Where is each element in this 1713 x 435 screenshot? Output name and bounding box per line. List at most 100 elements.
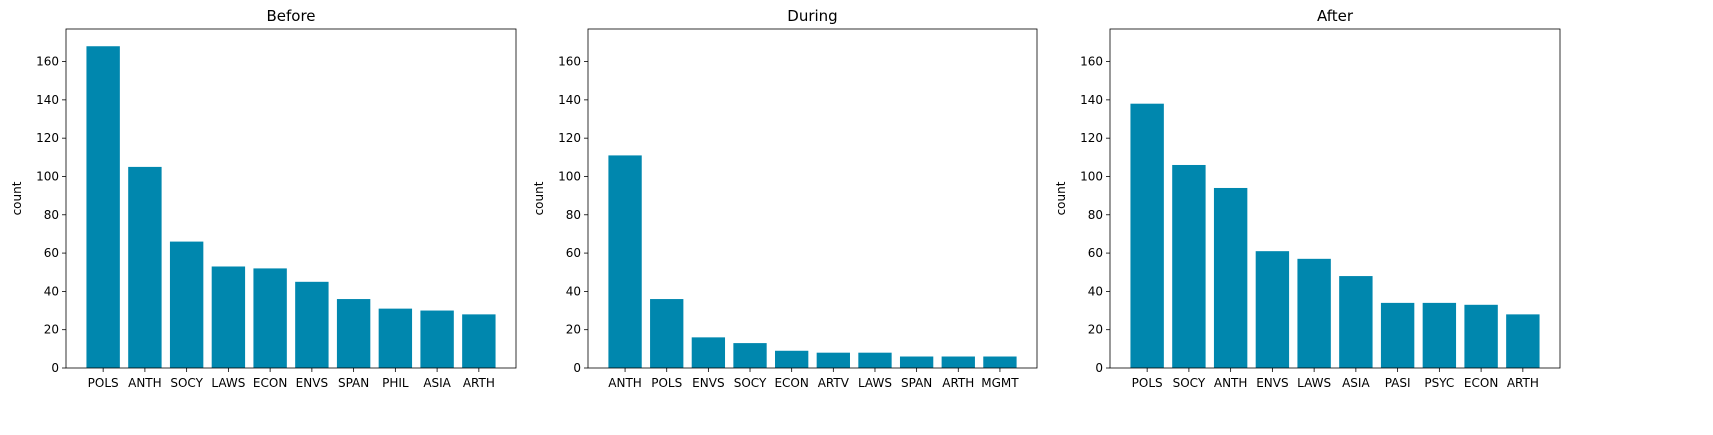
x-tick-label: ANTH <box>1214 376 1248 390</box>
bar-span <box>336 299 371 368</box>
bar-arth <box>1506 314 1540 368</box>
bar-phil <box>378 308 413 368</box>
chart-title: During <box>787 7 837 25</box>
bar-anth <box>608 155 642 368</box>
y-tick-label: 60 <box>44 246 59 260</box>
x-tick-label: PHIL <box>382 376 409 390</box>
bar-econ <box>1464 304 1498 368</box>
y-tick-label: 80 <box>566 208 581 222</box>
chart-panel-during: ANTH POLS ENVS SOCY ECON ARTV LAWS SPAN ARTH MGMT… <box>532 7 1038 390</box>
y-tick-label: 120 <box>36 131 59 145</box>
x-tick-label: SOCY <box>734 376 767 390</box>
bar-envs <box>691 337 726 368</box>
bar-pols <box>1130 103 1164 368</box>
y-tick-label: 140 <box>1080 93 1103 107</box>
bar-socy <box>1172 164 1206 368</box>
y-tick-label: 80 <box>44 208 59 222</box>
chart-panel-after: POLS SOCY ANTH ENVS LAWS ASIA PASI PSYC ECON ARTH… <box>1054 7 1561 390</box>
bar-asia <box>420 310 454 368</box>
x-tick-label: ENVS <box>296 376 328 390</box>
axes-frame <box>587 28 1038 369</box>
x-tick-label: SOCY <box>170 376 203 390</box>
x-tick-label: ARTV <box>818 376 850 390</box>
y-tick-label: 80 <box>1088 208 1103 222</box>
y-tick-label: 60 <box>566 246 581 260</box>
y-tick-label: 40 <box>1088 284 1103 298</box>
y-tick-label: 20 <box>1088 323 1103 337</box>
x-tick-label: ASIA <box>423 376 451 390</box>
x-tick-label: ENVS <box>692 376 724 390</box>
y-tick-label: 0 <box>573 361 581 375</box>
bar-socy <box>733 343 767 368</box>
x-tick-label: ARTH <box>942 376 974 390</box>
bar-anth <box>1213 187 1248 368</box>
x-tick-label: MGMT <box>981 376 1019 390</box>
x-tick-label: ECON <box>774 376 808 390</box>
y-tick-label: 20 <box>566 323 581 337</box>
x-tick-label: ECON <box>253 376 287 390</box>
bar-laws <box>211 266 246 368</box>
x-tick-label: SPAN <box>901 376 932 390</box>
y-tick-label: 100 <box>558 169 581 183</box>
chart-panel-before: POLS ANTH SOCY LAWS ECON ENVS SPAN PHIL ASIA ARTH… <box>10 7 517 390</box>
chart-title: After <box>1317 7 1354 25</box>
bar-econ <box>253 268 287 368</box>
x-tick-label: POLS <box>88 376 119 390</box>
y-tick-label: 40 <box>566 284 581 298</box>
bar-mgmt <box>983 356 1017 368</box>
x-tick-label: ECON <box>1464 376 1498 390</box>
x-tick-label: SOCY <box>1173 376 1206 390</box>
bar-econ <box>775 350 809 368</box>
bar-anth <box>128 166 162 368</box>
bar-pols <box>86 46 120 369</box>
x-tick-label: ENVS <box>1256 376 1288 390</box>
x-tick-label: SPAN <box>338 376 369 390</box>
bar-envs <box>295 281 329 368</box>
bar-asia <box>1339 276 1373 368</box>
y-axis-label: count <box>532 181 546 215</box>
y-tick-label: 20 <box>44 323 59 337</box>
bar-arth <box>941 356 975 368</box>
bar-pasi <box>1380 302 1415 368</box>
x-tick-label: PASI <box>1385 376 1411 390</box>
y-tick-label: 160 <box>558 55 581 69</box>
chart-title: Before <box>266 7 315 25</box>
x-tick-label: ARTH <box>463 376 495 390</box>
bar-psyc <box>1422 302 1457 368</box>
bar-laws <box>858 352 892 368</box>
y-axis-label: count <box>1054 181 1068 215</box>
bar-pols <box>650 299 684 368</box>
y-tick-label: 0 <box>51 361 59 375</box>
bar-span <box>899 356 934 368</box>
bar-laws <box>1297 258 1331 368</box>
y-tick-label: 120 <box>1080 131 1103 145</box>
y-tick-label: 140 <box>558 93 581 107</box>
x-tick-label: LAWS <box>858 376 892 390</box>
x-tick-label: PSYC <box>1424 376 1454 390</box>
y-tick-label: 140 <box>36 93 59 107</box>
y-tick-label: 100 <box>1080 169 1103 183</box>
bar-envs <box>1255 251 1290 368</box>
bar-artv <box>816 352 850 368</box>
y-tick-label: 100 <box>36 169 59 183</box>
y-tick-label: 120 <box>558 131 581 145</box>
x-tick-label: POLS <box>1132 376 1163 390</box>
x-tick-label: LAWS <box>1297 376 1331 390</box>
x-tick-label: ASIA <box>1342 376 1370 390</box>
y-tick-label: 40 <box>44 284 59 298</box>
y-tick-label: 160 <box>36 55 59 69</box>
x-tick-label: LAWS <box>211 376 245 390</box>
x-tick-label: POLS <box>651 376 682 390</box>
y-axis-label: count <box>10 181 24 215</box>
y-tick-label: 160 <box>1080 55 1103 69</box>
x-tick-label: ANTH <box>608 376 642 390</box>
bar-arth <box>462 314 496 368</box>
x-tick-label: ANTH <box>128 376 162 390</box>
y-tick-label: 0 <box>1095 361 1103 375</box>
y-tick-label: 60 <box>1088 246 1103 260</box>
axes-frame <box>65 28 517 369</box>
axes-frame <box>1109 28 1561 369</box>
bar-socy <box>169 241 204 368</box>
x-tick-label: ARTH <box>1507 376 1539 390</box>
